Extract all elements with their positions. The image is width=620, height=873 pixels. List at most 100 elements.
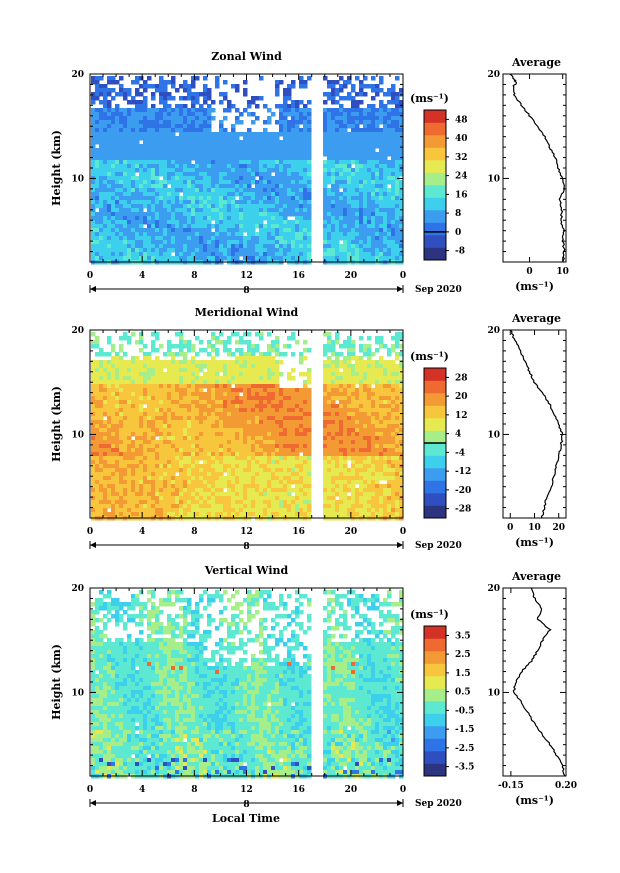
meridional-cell bbox=[271, 412, 276, 417]
meridional-cell bbox=[255, 428, 260, 433]
zonal-cell bbox=[187, 240, 192, 245]
zonal-cell bbox=[339, 128, 344, 133]
meridional-cell bbox=[215, 400, 220, 405]
zonal-cell bbox=[387, 160, 392, 165]
zonal-cell bbox=[159, 224, 164, 229]
zonal-cell bbox=[103, 180, 108, 185]
zonal-cell bbox=[391, 172, 396, 177]
meridional-cell bbox=[155, 348, 160, 353]
zonal-cell bbox=[283, 144, 288, 149]
zonal-cell bbox=[139, 224, 144, 229]
zonal-heatmap bbox=[91, 76, 404, 265]
zonal-cell bbox=[339, 204, 344, 209]
zonal-cell bbox=[267, 116, 272, 121]
zonal-cell bbox=[179, 144, 184, 149]
zonal-cell bbox=[159, 168, 164, 173]
zonal-cell bbox=[303, 176, 308, 181]
zonal-cell bbox=[247, 160, 252, 165]
zonal-cell bbox=[259, 140, 264, 145]
zonal-cell bbox=[335, 136, 340, 141]
zonal-cell bbox=[343, 120, 348, 125]
zonal-cell bbox=[359, 88, 364, 93]
zonal-cell bbox=[139, 132, 144, 137]
meridional-cell bbox=[231, 396, 236, 401]
zonal-cell bbox=[355, 140, 360, 145]
zonal-cell bbox=[107, 144, 112, 149]
zonal-cell bbox=[107, 196, 112, 201]
zonal-cell bbox=[203, 184, 208, 189]
zonal-cell bbox=[347, 252, 352, 257]
zonal-cell bbox=[255, 156, 260, 161]
zonal-cell bbox=[327, 228, 332, 233]
meridional-cell bbox=[395, 416, 400, 421]
zonal-cell bbox=[395, 236, 400, 241]
zonal-cell bbox=[355, 112, 360, 117]
meridional-cell bbox=[107, 404, 112, 409]
meridional-cell bbox=[195, 352, 200, 357]
zonal-cell bbox=[327, 188, 332, 193]
zonal-cell bbox=[199, 136, 204, 141]
zonal-cell bbox=[355, 220, 360, 225]
zonal-cell bbox=[147, 204, 152, 209]
meridional-cell bbox=[363, 436, 368, 441]
zonal-cell bbox=[115, 228, 120, 233]
zonal-cell bbox=[255, 236, 260, 241]
zonal-cell bbox=[275, 248, 280, 253]
zonal-cell bbox=[95, 180, 100, 185]
zonal-cell bbox=[279, 188, 284, 193]
zonal-cell bbox=[287, 96, 292, 101]
meridional-cell bbox=[107, 376, 112, 381]
zonal-cell bbox=[207, 148, 212, 153]
meridional-cell bbox=[279, 424, 284, 429]
zonal-cell bbox=[275, 84, 280, 89]
zonal-cell bbox=[379, 112, 384, 117]
zonal-cell bbox=[279, 112, 284, 117]
meridional-cell bbox=[387, 388, 392, 393]
meridional-cell bbox=[359, 404, 364, 409]
zonal-cell bbox=[391, 212, 396, 217]
meridional-cell bbox=[231, 380, 236, 385]
meridional-cell bbox=[231, 388, 236, 393]
zonal-cell bbox=[219, 176, 224, 181]
meridional-cell bbox=[163, 376, 168, 381]
zonal-cell bbox=[335, 248, 340, 253]
zonal-cell bbox=[163, 196, 168, 201]
zonal-cell bbox=[295, 156, 300, 161]
meridional-cell bbox=[203, 348, 208, 353]
zonal-cell bbox=[119, 144, 124, 149]
meridional-cell bbox=[171, 412, 176, 417]
meridional-cell bbox=[263, 372, 268, 377]
meridional-cell bbox=[235, 392, 240, 397]
zonal-cell bbox=[159, 80, 164, 85]
meridional-cell bbox=[259, 364, 264, 369]
meridional-cell bbox=[123, 396, 128, 401]
zonal-cell bbox=[363, 152, 368, 157]
zonal-cell bbox=[323, 216, 328, 221]
meridional-cell bbox=[167, 364, 172, 369]
zonal-cell bbox=[99, 180, 104, 185]
zonal-cell bbox=[99, 200, 104, 205]
meridional-cell bbox=[339, 380, 344, 385]
zonal-cell bbox=[231, 216, 236, 221]
meridional-cell bbox=[115, 376, 120, 381]
zonal-cell bbox=[123, 248, 128, 253]
meridional-cell bbox=[147, 424, 152, 429]
zonal-cell bbox=[343, 148, 348, 153]
zonal-cell bbox=[267, 224, 272, 229]
zonal-cell bbox=[291, 148, 296, 153]
zonal-cell bbox=[291, 80, 296, 85]
zonal-cell bbox=[175, 204, 180, 209]
zonal-cell bbox=[139, 116, 144, 121]
zonal-cell bbox=[183, 84, 188, 89]
zonal-cell bbox=[371, 200, 376, 205]
zonal-cell bbox=[227, 212, 232, 217]
zonal-cell bbox=[307, 144, 312, 149]
meridional-cell bbox=[339, 400, 344, 405]
zonal-cell bbox=[363, 244, 368, 249]
meridional-cell bbox=[183, 424, 188, 429]
zonal-cell bbox=[387, 172, 392, 177]
zonal-cell bbox=[139, 240, 144, 245]
zonal-cell bbox=[331, 128, 336, 133]
meridional-cell bbox=[115, 416, 120, 421]
meridional-cell bbox=[283, 408, 288, 413]
